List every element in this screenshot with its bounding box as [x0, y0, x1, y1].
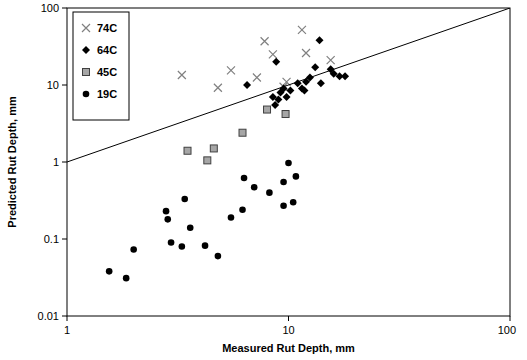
x-tick: [510, 316, 511, 321]
point: [243, 81, 251, 89]
point: [293, 173, 300, 180]
y-tick: [62, 239, 67, 240]
point: [251, 184, 258, 191]
y-tick-label: 0.1: [44, 233, 59, 245]
point: [215, 253, 222, 260]
x-axis-label: Measured Rut Depth, mm: [222, 342, 355, 354]
point: [239, 206, 246, 213]
point: [163, 208, 170, 215]
point: [253, 74, 261, 82]
y-tick: [62, 316, 67, 317]
point: [274, 95, 282, 103]
point: [202, 242, 209, 249]
point: [298, 26, 306, 34]
point: [239, 129, 246, 136]
legend-label: 19C: [97, 88, 117, 100]
point: [282, 111, 289, 118]
y-tick-label: 1: [53, 156, 59, 168]
x-tick-label: 1: [64, 324, 70, 336]
x-tick: [67, 316, 68, 321]
point: [130, 246, 137, 253]
point: [327, 56, 335, 64]
point: [264, 106, 271, 113]
legend-marker: [82, 46, 90, 54]
point: [184, 147, 191, 154]
point: [210, 145, 217, 152]
y-tick: [62, 8, 67, 9]
y-tick-label: 10: [47, 79, 59, 91]
point: [181, 196, 188, 203]
legend: 74C 64C 45C 19C: [73, 12, 129, 120]
point: [283, 93, 291, 101]
point: [280, 179, 287, 186]
legend-marker: [82, 24, 90, 32]
point: [269, 50, 277, 58]
x-tick-label: 10: [282, 324, 294, 336]
point: [227, 66, 235, 74]
legend-label: 64C: [97, 44, 117, 56]
point: [266, 189, 273, 196]
point: [228, 214, 235, 221]
point: [178, 71, 186, 79]
point: [261, 37, 269, 45]
point: [341, 72, 349, 80]
point: [241, 175, 248, 182]
y-tick: [62, 85, 67, 86]
point: [300, 86, 308, 94]
legend-box: [73, 12, 129, 120]
legend-label: 45C: [97, 66, 117, 78]
point: [179, 243, 186, 250]
x-tick-label: 100: [498, 324, 516, 336]
point: [286, 86, 294, 94]
point: [317, 79, 325, 87]
point: [285, 160, 292, 167]
y-tick: [62, 162, 67, 163]
point: [204, 157, 211, 164]
chart: 0.01 0.1 1 10 100 1 10 100 Measured Rut Depth, m…: [0, 0, 527, 360]
point: [187, 224, 194, 231]
reference-line: [67, 8, 510, 162]
point: [280, 202, 287, 209]
point: [168, 239, 175, 246]
point: [272, 58, 280, 66]
y-axis-label: Predicted Rut Depth, mm: [6, 96, 18, 228]
legend-label: 74C: [97, 22, 117, 34]
plot-frame: [67, 8, 510, 316]
point: [164, 216, 171, 223]
legend-marker: [83, 69, 90, 76]
point: [106, 268, 113, 275]
point: [315, 36, 323, 44]
x-tick: [288, 316, 289, 321]
legend-marker: [83, 91, 90, 98]
point: [214, 84, 222, 92]
point: [302, 49, 310, 57]
y-tick-label: 100: [41, 2, 59, 14]
y-tick-label: 0.01: [38, 310, 59, 322]
point: [311, 63, 319, 71]
point: [123, 275, 130, 282]
plot-data: [67, 8, 510, 281]
point: [290, 199, 297, 206]
